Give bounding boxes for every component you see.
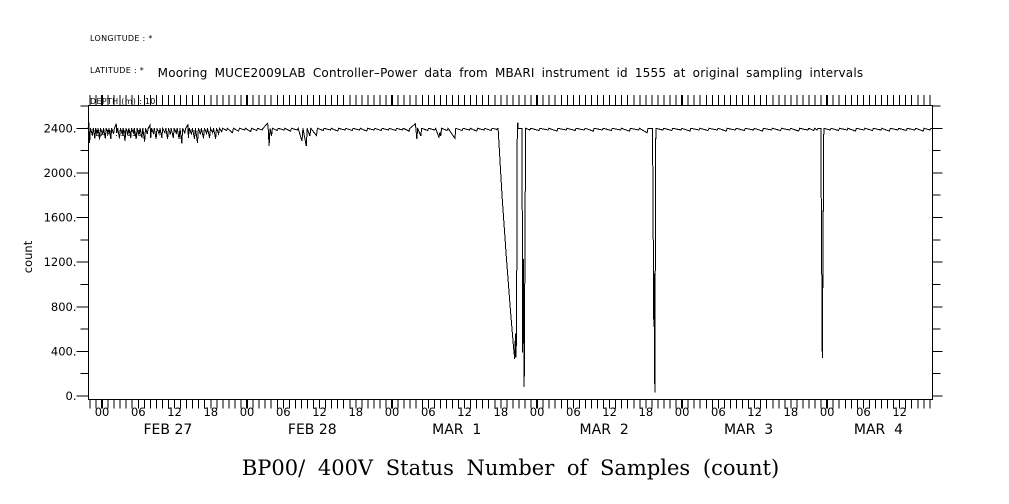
svg-text:06: 06 [566,405,581,419]
svg-text:12: 12 [892,405,907,419]
svg-text:12: 12 [457,405,472,419]
svg-text:06: 06 [856,405,871,419]
plot-frame [87,104,934,400]
svg-text:18: 18 [203,405,218,419]
svg-text:00: 00 [820,405,835,419]
svg-text:12: 12 [312,405,327,419]
x-hour-labels: 00 06 12 18 00 06 12 18 00 06 12 18 00 06 12 18 00 06 12 18… [95,405,907,419]
y-axis-right-ticks [932,105,943,397]
metadata-line-latitude: LATITUDE : * [90,65,145,75]
svg-text:12: 12 [747,405,762,419]
svg-text:06: 06 [276,405,291,419]
svg-text:06: 06 [421,405,436,419]
svg-text:06: 06 [711,405,726,419]
svg-text:FEB 27: FEB 27 [143,422,192,438]
svg-text:18: 18 [639,405,654,419]
svg-text:18: 18 [784,405,799,419]
svg-text:00: 00 [675,405,690,419]
svg-text:00: 00 [240,405,255,419]
svg-text:800.: 800. [51,300,77,314]
x-axis-bottom-ticks [89,399,931,409]
plot-title: Mooring MUCE2009LAB Controller–Power dat… [157,66,864,80]
svg-text:18: 18 [348,405,363,419]
svg-text:00: 00 [385,405,400,419]
data-line [87,122,933,393]
svg-text:MAR 1: MAR 1 [432,422,481,438]
svg-text:FEB 28: FEB 28 [288,422,337,438]
svg-text:2400.: 2400. [44,121,77,135]
svg-text:2000.: 2000. [44,166,77,180]
svg-text:06: 06 [131,405,146,419]
svg-text:1200.: 1200. [44,255,77,269]
y-tick-labels: 0. 400. 800. 1200. 1600. 2000. 2400. [44,121,77,403]
svg-text:1600.: 1600. [44,211,77,225]
y-axis-left-ticks [76,105,89,397]
svg-text:18: 18 [494,405,509,419]
metadata-line-longitude: LONGITUDE : * [90,34,153,43]
chart-caption: BP00/ 400V Status Number of Samples (cou… [241,456,780,480]
x-axis-top-ticks [89,94,931,106]
svg-text:0.: 0. [66,389,77,403]
svg-text:MAR 4: MAR 4 [854,422,903,438]
svg-text:400.: 400. [51,344,77,358]
svg-text:12: 12 [602,405,617,419]
svg-text:00: 00 [530,405,545,419]
svg-text:12: 12 [167,405,182,419]
x-day-labels: FEB 27 FEB 28 MAR 1 MAR 2 MAR 3 MAR 4 [143,422,903,438]
svg-text:MAR 3: MAR 3 [724,422,773,438]
svg-text:00: 00 [95,405,110,419]
svg-text:MAR 2: MAR 2 [580,422,629,438]
